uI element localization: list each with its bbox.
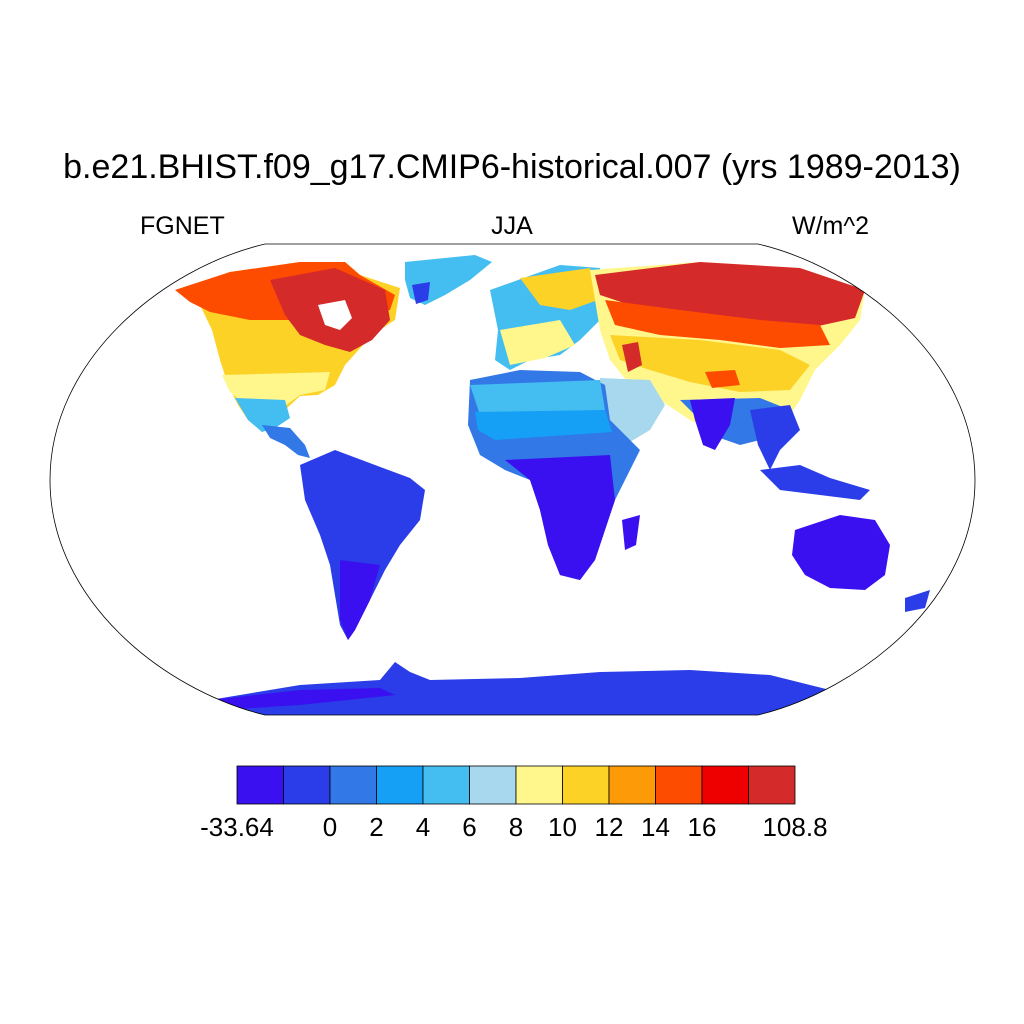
colorbar-swatch	[283, 765, 331, 805]
colorbar-swatch	[748, 765, 796, 805]
colorbar-tick-label: 16	[687, 812, 717, 842]
colorbar-swatch	[236, 765, 284, 805]
central-asia-band	[610, 335, 810, 392]
colorbar-tick-label: 12	[594, 812, 624, 842]
europe-central	[500, 320, 575, 365]
sahara-band	[470, 380, 605, 415]
antarctica-coast	[210, 688, 395, 710]
variable-label: FGNET	[140, 212, 225, 240]
madagascar	[622, 515, 640, 550]
colorbar-swatch	[701, 765, 749, 805]
colorbar-swatch	[469, 765, 517, 805]
colorbar-tick-label: 6	[462, 812, 477, 842]
southeast-asia	[750, 405, 800, 470]
units-label: W/m^2	[792, 212, 870, 240]
sahel-band	[475, 410, 612, 440]
colorbar-swatch	[376, 765, 424, 805]
season-label: JJA	[491, 212, 533, 240]
greenland-south	[412, 282, 430, 304]
colorbar-tick-label: 108.8	[762, 812, 828, 842]
colorbar-tick-label: 0	[322, 812, 338, 842]
siberia-south-band	[605, 300, 830, 348]
australia	[792, 515, 890, 590]
colorbar-tick-label: 8	[508, 812, 524, 842]
south-america	[300, 450, 425, 640]
colorbar-tick-label: 4	[415, 812, 431, 842]
colorbar-swatch	[515, 765, 563, 805]
india	[690, 398, 735, 450]
central-america	[262, 425, 310, 458]
colorbar-tick-label: 10	[548, 812, 577, 842]
indonesia	[760, 465, 870, 500]
plot-title: b.e21.BHIST.f09_g17.CMIP6-historical.007…	[63, 148, 961, 186]
tibet-hot-spot	[705, 370, 740, 388]
colorbar-tick-label: -33.64	[200, 812, 274, 842]
antarctica	[210, 662, 830, 715]
siberia	[595, 262, 865, 330]
colorbar-swatch	[608, 765, 656, 805]
new-zealand	[905, 590, 930, 612]
tropical-africa	[505, 455, 615, 580]
caspian-hot-spot	[622, 342, 642, 372]
colorbar-tick-label: 2	[369, 812, 384, 842]
hudson-bay	[318, 300, 352, 330]
south-america-south	[340, 560, 380, 640]
colorbar-tick-label: 14	[641, 812, 670, 842]
colorbar-swatch	[422, 765, 470, 805]
southern-us-band	[235, 398, 290, 432]
colorbar-swatch	[655, 765, 703, 805]
colorbar-swatch	[329, 765, 377, 805]
europe-north	[520, 268, 598, 310]
map-boundary	[49, 243, 976, 716]
colorbar-swatch	[562, 765, 610, 805]
